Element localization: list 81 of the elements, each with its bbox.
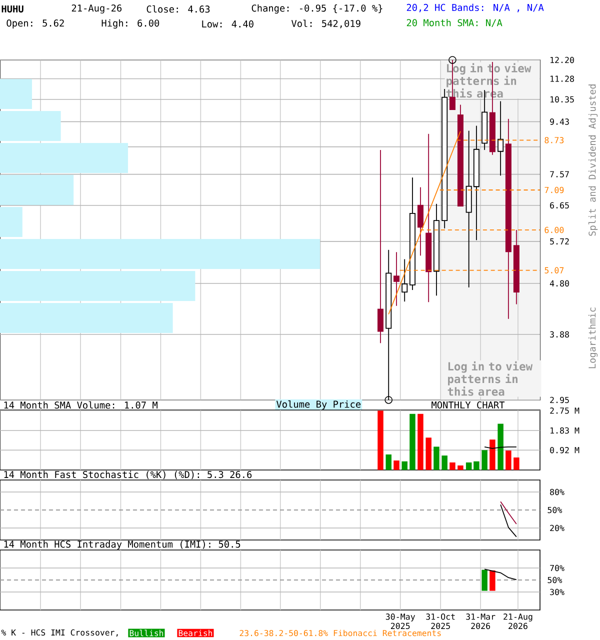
text: Volume By Price bbox=[276, 400, 361, 410]
text: 23.6-38.2-50-61.8% Fibonacci Retracements bbox=[240, 630, 441, 636]
bar bbox=[0, 302, 173, 334]
bar bbox=[458, 465, 464, 470]
text: 20,2 HC Bands: N/A , N/A bbox=[406, 4, 544, 12]
y-tick-label: 5.72 bbox=[550, 238, 569, 245]
line-series bbox=[484, 568, 517, 580]
text: Open: 5.62 bbox=[6, 20, 64, 28]
bar bbox=[490, 440, 496, 470]
bar bbox=[482, 450, 488, 470]
bar bbox=[498, 424, 504, 470]
bar bbox=[514, 457, 520, 470]
text: 21-Aug-26 bbox=[72, 4, 122, 14]
text: Change: -0.95 {-17.0 %} bbox=[252, 4, 382, 14]
candlestick bbox=[393, 252, 400, 306]
text: Vol: 542,019 bbox=[291, 20, 360, 28]
bar bbox=[386, 454, 392, 470]
y-tick-label: 6.65 bbox=[550, 202, 569, 208]
y-tick-label: 7.57 bbox=[550, 171, 569, 178]
y-tick-label: 2.95 bbox=[550, 396, 569, 404]
x-tick-label: 31-Mar 2026 bbox=[466, 614, 496, 630]
y-tick-label: 30% bbox=[550, 588, 564, 596]
text: % K - HCS IMI Crossover, bbox=[1, 629, 118, 637]
bar bbox=[442, 456, 448, 470]
y-tick-label: 12.20 bbox=[550, 56, 574, 64]
candlestick bbox=[498, 100, 504, 176]
text: Bullish bbox=[130, 630, 164, 636]
bar bbox=[426, 438, 432, 470]
bar bbox=[394, 460, 400, 470]
y-tick-label: 3.88 bbox=[550, 331, 569, 338]
annotation: 6.00 bbox=[544, 226, 564, 234]
text: 20 Month SMA: N/A bbox=[406, 18, 502, 27]
bar bbox=[0, 238, 320, 270]
chart-title: 14 Month Fast Stochastic (%K) (%D): 5.3 26.6 bbox=[4, 470, 252, 480]
y-tick-label: 4.80 bbox=[550, 280, 569, 287]
bar bbox=[378, 410, 384, 470]
annotation: 7.09 bbox=[544, 186, 564, 194]
text: Low: 4.40 bbox=[202, 20, 254, 28]
y-tick-label: 70% bbox=[550, 564, 564, 572]
text: High: 6.00 bbox=[102, 19, 160, 29]
y-tick-label: 11.28 bbox=[550, 76, 574, 82]
bar bbox=[0, 174, 74, 206]
y-tick-label: 80% bbox=[550, 488, 564, 496]
ref-line-label: 50% bbox=[548, 576, 562, 584]
annotation: 5.07 bbox=[544, 267, 564, 274]
bar bbox=[0, 78, 32, 110]
bar bbox=[474, 461, 480, 470]
y-tick-label: 1.83 M bbox=[550, 427, 580, 434]
chart-title: 14 Month SMA Volume: 1.07 M bbox=[4, 401, 158, 409]
bar bbox=[0, 270, 196, 302]
annotation: Log in to view patterns in this area bbox=[448, 361, 533, 396]
ref-line-label: 50% bbox=[548, 506, 562, 514]
x-tick-label: 30-May 2025 bbox=[386, 614, 416, 630]
y-tick-label: 10.35 bbox=[550, 96, 574, 103]
text: Logarithmic bbox=[588, 308, 598, 368]
bar bbox=[0, 142, 128, 174]
text: Bearish bbox=[178, 630, 212, 636]
bar bbox=[506, 450, 512, 470]
y-tick-label: 0.92 M bbox=[550, 447, 580, 454]
chart-title: 14 Month HCS Intraday Momentum (IMI): 50.5 bbox=[4, 540, 240, 550]
annotation: 8.73 bbox=[544, 137, 564, 144]
bar bbox=[0, 110, 61, 142]
bar bbox=[402, 461, 408, 470]
candlestick bbox=[417, 186, 424, 256]
candlestick bbox=[402, 258, 408, 302]
x-tick-label: 31-Oct 2025 bbox=[426, 614, 455, 630]
bar bbox=[466, 462, 472, 470]
bar bbox=[434, 446, 440, 470]
y-tick-label: 20% bbox=[550, 524, 564, 532]
text: Split and Dividend Adjusted bbox=[588, 84, 598, 236]
bar bbox=[410, 414, 416, 470]
chart-title: HUHU bbox=[2, 5, 24, 12]
text: MONTHLY CHART bbox=[432, 401, 505, 409]
bar bbox=[418, 414, 424, 470]
x-tick-label: 21-Aug 2026 bbox=[504, 614, 532, 630]
candlestick bbox=[377, 149, 384, 344]
text: Close: 4.63 bbox=[146, 5, 210, 13]
bar bbox=[0, 206, 22, 238]
bar bbox=[450, 462, 456, 470]
y-tick-label: 2.75 M bbox=[550, 408, 580, 414]
y-tick-label: 9.43 bbox=[550, 118, 569, 125]
